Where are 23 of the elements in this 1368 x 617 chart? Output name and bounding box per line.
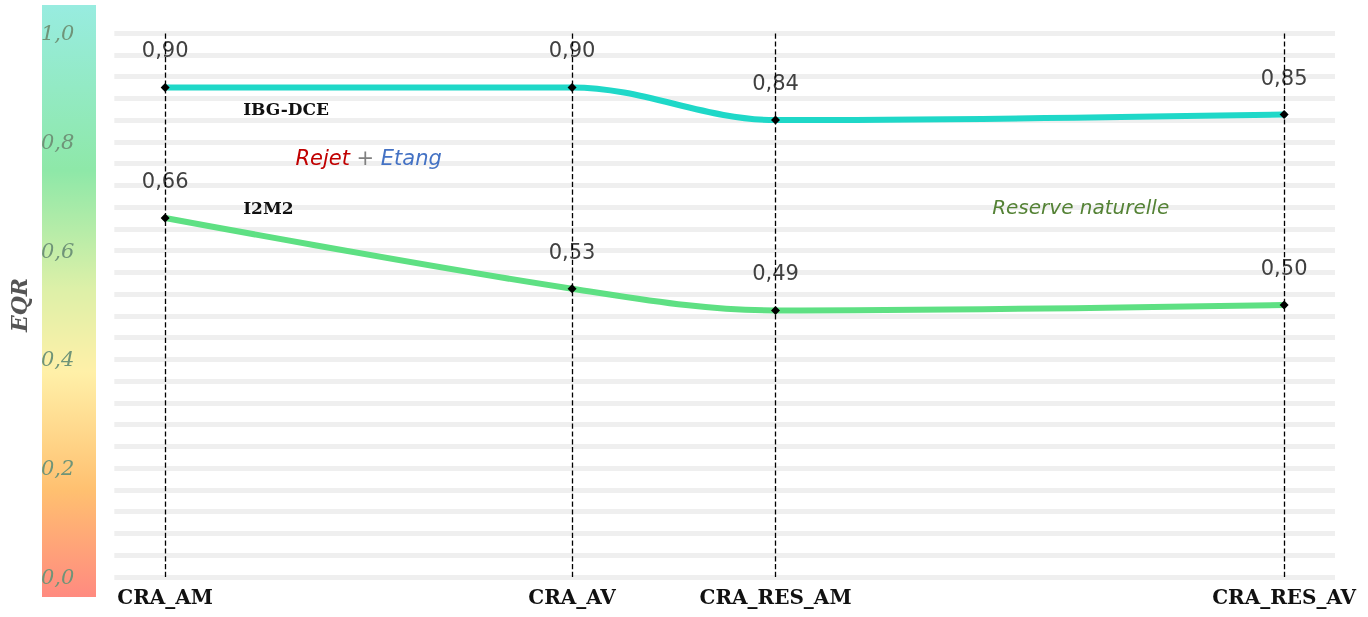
series-label: IBG-DCE (243, 99, 329, 120)
x-tick-label: CRA_RES_AV (1212, 585, 1357, 609)
data-label: 0,84 (752, 71, 799, 96)
y-tick-label: 0,6 (40, 238, 75, 263)
data-label: 0,90 (141, 38, 189, 63)
y-tick-label: 0,8 (40, 129, 75, 154)
data-label: 0,66 (141, 168, 189, 193)
y-tick-label: 0,4 (40, 347, 75, 372)
data-label: 0,90 (548, 38, 596, 63)
x-tick-label: CRA_AV (528, 585, 617, 609)
annotation: Reserve naturelle (992, 195, 1170, 220)
data-label: 0,50 (1260, 256, 1308, 280)
y-axis-title: EQR (6, 277, 32, 334)
data-label: 0,53 (548, 239, 596, 264)
y-tick-label: 1,0 (40, 21, 75, 45)
data-label: 0,85 (1260, 65, 1308, 90)
x-tick-label: CRA_RES_AM (699, 585, 852, 609)
y-tick-label: 0,2 (40, 456, 75, 481)
y-tick-label: 0,0 (40, 565, 75, 589)
annotation: Rejet + Etang (295, 146, 442, 171)
data-label: 0,49 (752, 261, 799, 286)
series-label: I2M2 (243, 197, 294, 218)
x-tick-label: CRA_AM (117, 585, 214, 609)
